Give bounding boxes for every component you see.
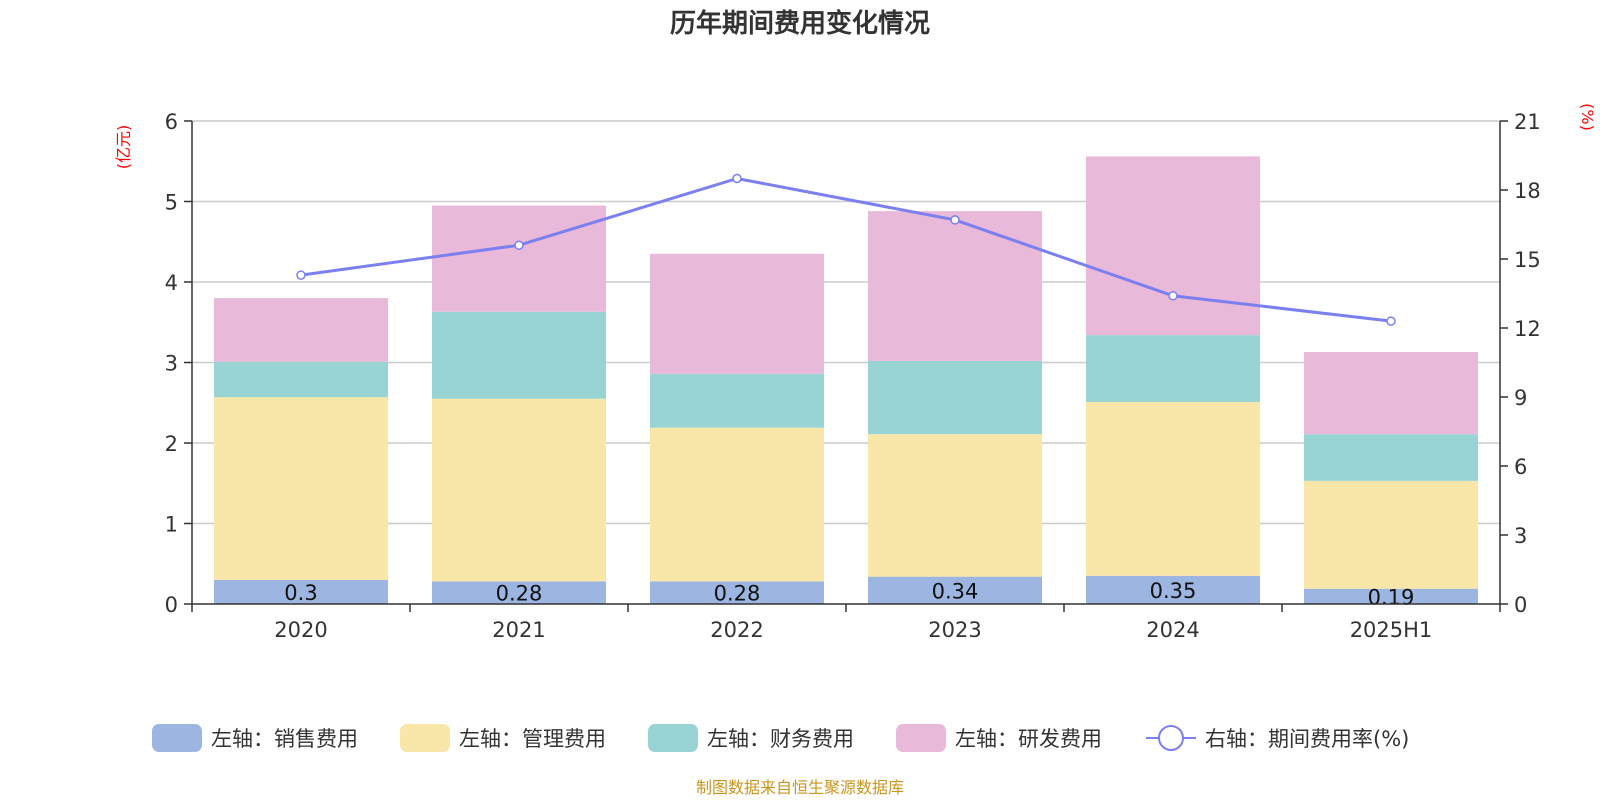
right-tick-label: 0: [1514, 593, 1527, 617]
data-labels: 0.3 0.28 0.28 0.34 0.35 0.19: [284, 579, 1414, 609]
bar-segment: [1086, 401, 1260, 576]
data-label: 0.34: [932, 579, 979, 603]
x-tick-label: 2023: [928, 618, 981, 642]
legend-swatch: [152, 724, 202, 752]
legend-label: 右轴：期间费用率(%): [1205, 727, 1409, 751]
legend-marker: [1158, 725, 1184, 751]
bar-segment: [432, 311, 606, 399]
data-label: 0.19: [1368, 585, 1415, 609]
line-point: [514, 240, 524, 250]
right-tick-label: 18: [1514, 179, 1541, 203]
left-axis-unit: (亿元): [114, 125, 133, 170]
right-tick-label: 9: [1514, 386, 1527, 410]
legend-label: 左轴：财务费用: [707, 727, 854, 751]
bar-segment: [868, 576, 1042, 604]
bar-segment: [432, 398, 606, 582]
bar-segment: [650, 253, 824, 374]
legend-swatch: [648, 724, 698, 752]
source-note: 制图数据来自恒生聚源数据库: [696, 778, 904, 797]
bar-segment: [1086, 575, 1260, 604]
right-tick-label: 3: [1514, 524, 1527, 548]
bar-segment: [214, 579, 388, 604]
right-tick-label: 12: [1514, 317, 1541, 341]
line-series: [296, 173, 1396, 326]
bar-segment: [868, 434, 1042, 577]
line-point: [296, 270, 306, 280]
bar-segment: [1086, 156, 1260, 336]
bar-segment: [868, 211, 1042, 361]
bar-segment: [1304, 434, 1478, 481]
left-tick-label: 2: [165, 432, 178, 456]
bar-segment: [650, 373, 824, 428]
legend-label: 左轴：管理费用: [459, 727, 606, 751]
legend: 左轴：销售费用 左轴：管理费用 左轴：财务费用 左轴：研发费用 右轴：期间费用率(%): [152, 724, 1409, 752]
left-tick-label: 6: [165, 110, 178, 134]
right-tick-label: 6: [1514, 455, 1527, 479]
bar-segment: [1086, 335, 1260, 402]
chart-title: 历年期间费用变化情况: [670, 8, 930, 39]
bar-segment: [1304, 588, 1478, 604]
left-tick-label: 4: [165, 271, 178, 295]
bar-segment: [432, 205, 606, 312]
bar-segment: [650, 427, 824, 582]
right-tick-label: 15: [1514, 248, 1541, 272]
data-label: 0.28: [714, 582, 761, 606]
x-tick-label: 2021: [492, 618, 545, 642]
x-tick-label: 2020: [274, 618, 327, 642]
right-tick-label: 21: [1514, 110, 1541, 134]
bar-segment: [650, 581, 824, 604]
left-tick-label: 5: [165, 191, 178, 215]
bar-segment: [1304, 352, 1478, 435]
line-point: [732, 173, 742, 184]
left-tick-label: 1: [165, 513, 178, 537]
x-tick-label: 2022: [710, 618, 763, 642]
line-point: [950, 215, 960, 225]
bar-segment: [1304, 480, 1478, 589]
legend-swatch: [400, 724, 450, 752]
line-point: [1168, 291, 1178, 301]
bar-series: [214, 156, 1478, 604]
grid-lines: [192, 120, 1500, 525]
legend-label: 左轴：研发费用: [955, 727, 1102, 751]
data-label: 0.35: [1150, 579, 1197, 603]
legend-label: 左轴：销售费用: [211, 727, 358, 751]
data-label: 0.28: [496, 582, 543, 606]
bar-segment: [214, 361, 388, 398]
x-tick-label: 2025H1: [1350, 618, 1433, 642]
bar-segment: [214, 397, 388, 580]
bar-segment: [868, 360, 1042, 435]
bar-segment: [432, 581, 606, 604]
line-point: [1386, 316, 1396, 326]
left-tick-label: 0: [165, 593, 178, 617]
data-label: 0.3: [284, 581, 317, 605]
expense-rate-line: [300, 176, 1392, 323]
legend-swatch: [896, 724, 946, 752]
x-tick-label: 2024: [1146, 618, 1199, 642]
left-tick-label: 3: [165, 352, 178, 376]
right-axis-unit: (%): [1578, 103, 1597, 131]
bar-segment: [214, 298, 388, 362]
